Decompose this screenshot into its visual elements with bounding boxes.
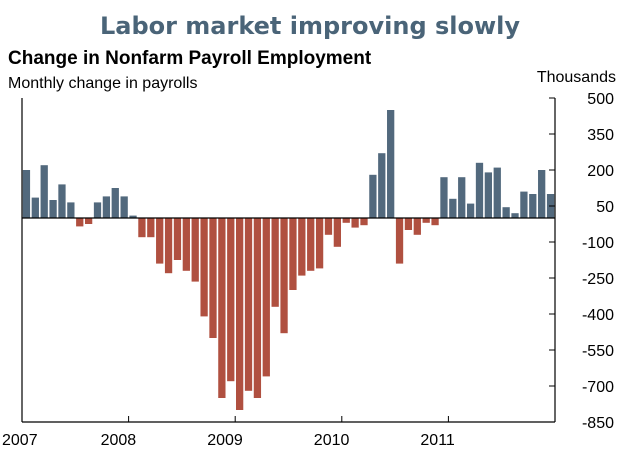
y-tick-label: 200 <box>587 163 614 180</box>
bar-2010-11 <box>431 218 439 226</box>
bar-2010-05 <box>378 153 386 218</box>
bar-2008-05 <box>164 218 173 274</box>
bar-2011-04 <box>475 162 484 218</box>
bar-2009-09 <box>307 218 315 271</box>
bar-2007-01 <box>22 170 31 218</box>
bar-2008-01 <box>129 215 137 218</box>
bar-2010-02 <box>351 218 359 228</box>
bar-2011-11 <box>538 170 546 218</box>
bar-2007-05 <box>58 184 66 218</box>
bar-2009-01 <box>236 218 244 410</box>
bar-2008-02 <box>138 218 146 238</box>
bar-2009-05 <box>271 218 279 307</box>
bar-2011-02 <box>458 177 466 218</box>
y-tick-label: -250 <box>582 271 614 288</box>
y-tick-label: -100 <box>582 235 614 252</box>
bar-2010-03 <box>360 218 368 226</box>
bar-2009-08 <box>298 218 306 276</box>
bar-2009-06 <box>280 218 288 334</box>
bar-2011-10 <box>529 194 537 218</box>
bar-2008-10 <box>209 218 217 338</box>
y-tick-label: -550 <box>582 343 614 360</box>
bar-2007-11 <box>111 188 119 218</box>
bar-2009-02 <box>244 218 253 391</box>
bar-2010-07 <box>395 218 404 264</box>
bar-2007-04 <box>49 200 57 218</box>
bar-2007-08 <box>84 218 93 224</box>
bar-2009-11 <box>324 218 333 235</box>
y-tick-label: -400 <box>582 307 614 324</box>
bar-2008-09 <box>200 218 208 317</box>
x-tick-label: 2010 <box>314 432 350 449</box>
bar-2011-09 <box>520 191 528 218</box>
bar-2009-10 <box>315 218 324 269</box>
bar-group <box>22 110 555 410</box>
x-tick-label: 2009 <box>207 432 243 449</box>
bar-2009-12 <box>333 218 341 247</box>
y-axis-unit-label: Thousands <box>537 69 616 86</box>
bar-2008-04 <box>156 218 164 264</box>
bar-2011-06 <box>493 167 501 218</box>
y-tick-label: 500 <box>587 91 614 108</box>
y-tick-label: -700 <box>582 379 614 396</box>
bar-2009-07 <box>289 218 297 290</box>
bar-2010-09 <box>413 218 421 235</box>
y-tick-label: -850 <box>582 415 614 432</box>
bar-2010-08 <box>404 218 413 230</box>
bar-2011-05 <box>484 172 493 218</box>
x-tick-label: 2008 <box>101 432 137 449</box>
bar-2008-03 <box>147 218 155 238</box>
plot-frame <box>21 98 556 423</box>
bar-2009-04 <box>262 218 270 377</box>
chart-subtitle: Monthly change in payrolls <box>8 75 197 92</box>
bar-2008-07 <box>182 218 190 271</box>
bar-2007-10 <box>102 196 111 218</box>
x-tick-label: 2007 <box>2 432 38 449</box>
bar-2007-09 <box>93 202 102 218</box>
bar-2007-03 <box>40 165 48 218</box>
y-tick-label: 50 <box>596 199 614 216</box>
bar-2008-12 <box>227 218 235 382</box>
bar-2011-07 <box>502 207 510 218</box>
bar-2011-01 <box>449 198 457 218</box>
bar-2008-06 <box>173 218 182 260</box>
chart-banner: Labor market improving slowly <box>100 12 520 40</box>
bar-2011-08 <box>511 213 519 218</box>
bar-2010-01 <box>342 218 350 223</box>
bar-2007-06 <box>67 202 75 218</box>
bar-2007-12 <box>120 196 128 218</box>
bar-2010-06 <box>387 110 395 218</box>
bar-2011-03 <box>466 203 475 218</box>
bar-2009-03 <box>253 218 262 398</box>
bar-2007-07 <box>76 218 84 227</box>
bar-2007-02 <box>31 197 39 218</box>
bar-2010-04 <box>369 174 377 218</box>
bar-2010-12 <box>440 177 448 218</box>
bar-2010-10 <box>422 218 430 223</box>
x-tick-label: 2011 <box>420 432 455 449</box>
x-axis: 2007 2008 2009 2010 2011 <box>2 416 455 449</box>
y-axis: 500 350 200 50 -100 -250 -400 -550 -700 -850 <box>549 91 614 432</box>
bar-2008-08 <box>191 218 199 282</box>
chart-title: Change in Nonfarm Payroll Employment <box>8 48 372 69</box>
bar-2008-11 <box>218 218 226 398</box>
y-tick-label: 350 <box>587 127 614 144</box>
